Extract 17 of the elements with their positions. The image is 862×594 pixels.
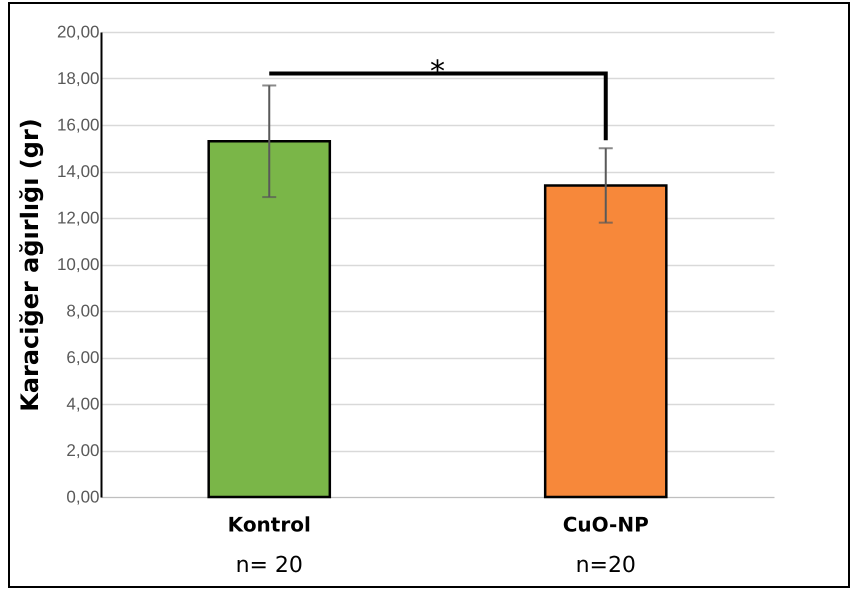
annotation: * [430, 54, 445, 90]
y-tick-label: 12,00 [56, 208, 100, 228]
y-tick-label: 6,00 [66, 348, 100, 367]
y-tick-label: 0,00 [66, 488, 100, 506]
y-tick-label: 16,00 [56, 116, 100, 134]
y-tick-label: 14,00 [56, 162, 100, 181]
y-tick-label: 8,00 [66, 302, 100, 320]
y-tick-label: 2,00 [66, 441, 100, 460]
text: n=20 [576, 553, 636, 578]
x-tick-label: CuO-NP [562, 512, 649, 536]
y-tick-label: 4,00 [66, 394, 100, 414]
x-tick-label: Kontrol [228, 512, 311, 536]
y-tick-label: 20,00 [56, 22, 100, 42]
y-tick-label: 10,00 [56, 255, 100, 274]
y-axis-title: Karaciğer ağırlığı (gr) [16, 118, 44, 412]
text: n= 20 [236, 553, 303, 578]
y-tick-label: 18,00 [56, 69, 100, 88]
